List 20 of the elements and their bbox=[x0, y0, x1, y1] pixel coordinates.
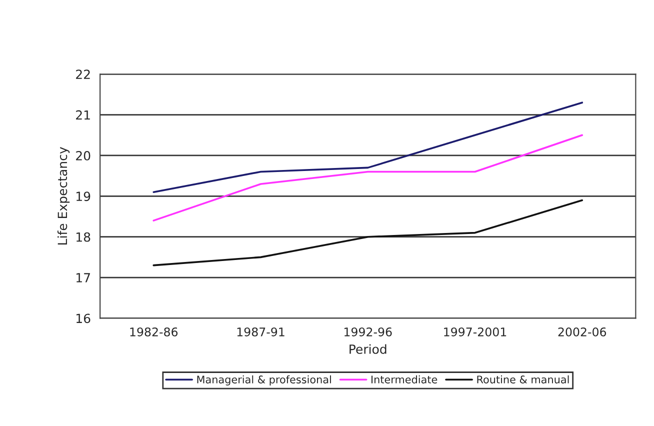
y-tick-label: 17 bbox=[76, 273, 90, 282]
legend-label: Managerial & professional bbox=[197, 375, 331, 386]
x-tick-label: 1987-91 bbox=[237, 327, 284, 336]
y-tick-label: 19 bbox=[76, 192, 90, 202]
line-series bbox=[152, 134, 584, 222]
x-tick-label: 2002-06 bbox=[558, 327, 606, 336]
y-axis-title: Life Expectancy bbox=[57, 147, 70, 244]
x-tick-label: 1982-86 bbox=[130, 327, 178, 336]
line-series bbox=[152, 199, 584, 266]
y-tick-label: 18 bbox=[76, 232, 90, 242]
x-axis-title: Period bbox=[350, 344, 386, 354]
y-tick-label: 16 bbox=[76, 314, 90, 324]
y-tick-label: 20 bbox=[76, 150, 90, 160]
x-tick-label: 1997-2001 bbox=[444, 327, 506, 336]
y-tick-label: 21 bbox=[76, 110, 90, 120]
legend-label: Intermediate bbox=[371, 375, 438, 384]
y-tick-label: 22 bbox=[76, 70, 90, 79]
line-series bbox=[152, 102, 584, 194]
legend-label: Routine & manual bbox=[477, 375, 569, 384]
x-tick-label: 1992-96 bbox=[344, 327, 392, 336]
